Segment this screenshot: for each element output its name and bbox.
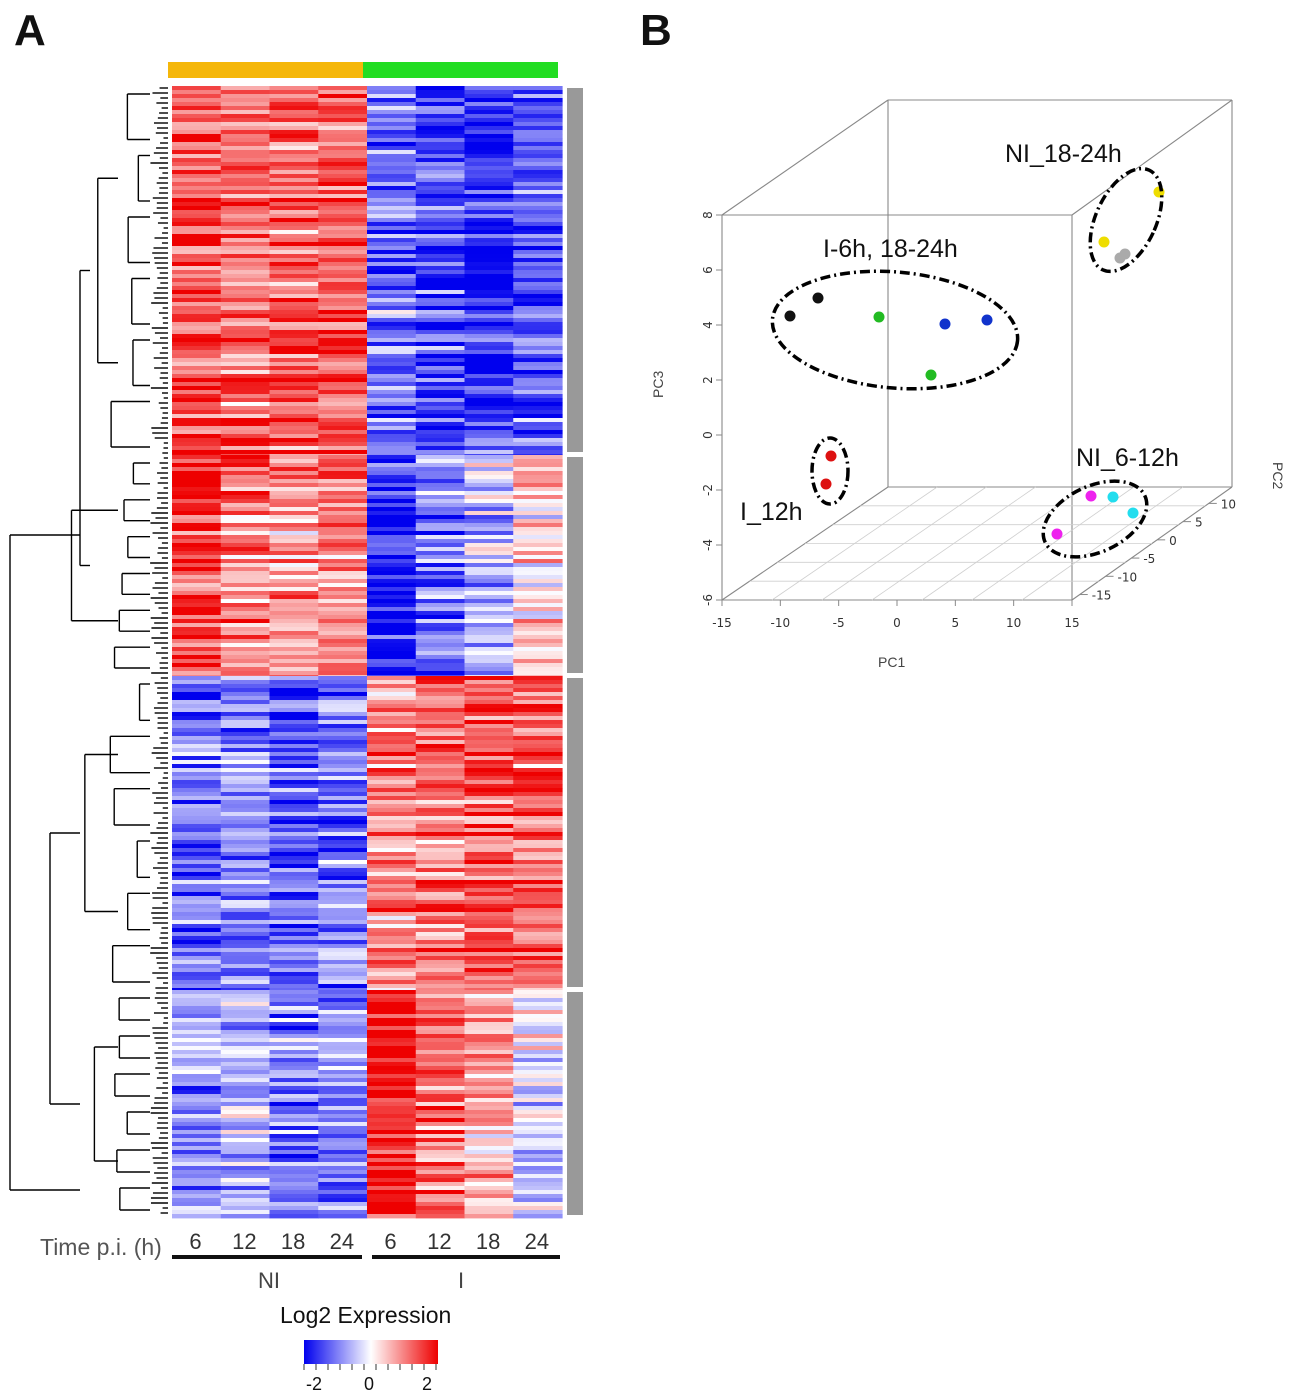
pc1-tick-label: 15 [1064, 616, 1079, 630]
colorbar-tick-neg2: -2 [306, 1374, 323, 1394]
cluster-ellipse [1088, 166, 1164, 274]
heatmap-cluster-2 [172, 455, 563, 677]
pc3-tick-label: -2 [701, 484, 715, 496]
pc1-tick-label: 10 [1006, 616, 1021, 630]
pc2-tick-label: 0 [1169, 534, 1177, 548]
cluster-ellipse [810, 436, 850, 506]
group-underline-i [372, 1255, 560, 1259]
pc3-tick-label: -4 [701, 539, 715, 551]
pc1-tick-label: -5 [833, 616, 845, 630]
colorbar [304, 1340, 438, 1364]
column-tick-label: 24 [329, 1229, 355, 1254]
group-bar-ni [168, 62, 363, 78]
pca-point [981, 314, 993, 326]
pca-point [1119, 248, 1131, 260]
column-tick-label: 6 [384, 1229, 397, 1254]
pc3-tick-label: 4 [701, 321, 715, 329]
cluster-bar-2 [567, 457, 583, 673]
heatmap-cluster-3 [172, 676, 563, 991]
pca-3d-chart: -15 -10 -5 0 5 10 15 -6 -4 -2 0 2 4 6 8 -15 -10 -5 0 5 10 [701, 99, 1236, 630]
column-tick-label: 18 [475, 1229, 501, 1254]
heatmap-cluster-1 [172, 86, 563, 456]
pca-point [939, 318, 951, 330]
colorbar-title: Log2 Expression [280, 1302, 452, 1328]
heatmap-cluster-4 [172, 990, 563, 1219]
annotation-ni-6-12h: NI_6-12h [1076, 444, 1179, 472]
pca-point [1107, 491, 1119, 503]
column-tick-label: 24 [524, 1229, 550, 1254]
pc3-tick-label: 0 [701, 431, 715, 439]
colorbar-tick-0: 0 [364, 1374, 375, 1394]
cluster-bar-3 [567, 678, 583, 987]
cluster-bar-1 [567, 88, 583, 452]
panel-a-label: A [14, 6, 46, 55]
annotation-i-6h-18-24h: I-6h, 18-24h [823, 235, 958, 263]
cluster-bar-4 [567, 992, 583, 1215]
pc2-tick-label: -5 [1143, 552, 1155, 566]
group-bar-i [363, 62, 558, 78]
pca-point [784, 310, 796, 322]
heatmap-chart [9, 62, 583, 1370]
group-label-ni: NI [258, 1268, 280, 1293]
colorbar-tick-2: 2 [422, 1374, 433, 1394]
pc3-tick-label: 8 [701, 211, 715, 219]
pca-point [925, 369, 937, 381]
pca-ylabel: PC3 [650, 370, 666, 398]
pca-point [825, 450, 837, 462]
panel-b-label: B [640, 6, 672, 55]
column-tick-label: 18 [280, 1229, 306, 1254]
annotation-ni-18-24h: NI_18-24h [1005, 140, 1122, 168]
dendrogram [9, 87, 168, 1214]
pc3-tick-label: -6 [701, 594, 715, 606]
annotation-i-12h: I_12h [740, 498, 803, 526]
pc3-tick-label: 6 [701, 266, 715, 274]
pca-floor-grid [749, 486, 1206, 601]
pca-zlabel: PC2 [1270, 462, 1286, 490]
pca-point [812, 292, 824, 304]
pc1-tick-label: 5 [952, 616, 960, 630]
pca-xlabel: PC1 [878, 654, 906, 670]
group-underline-ni [172, 1255, 362, 1259]
pca-point [1098, 236, 1110, 248]
pca-point [820, 478, 832, 490]
column-tick-label: 12 [232, 1229, 257, 1254]
pc2-tick-label: 10 [1221, 497, 1236, 511]
pc3-tick-label: 2 [701, 376, 715, 384]
pca-point [1127, 507, 1139, 519]
cluster-ellipse [1041, 479, 1149, 559]
pc2-tick-label: -15 [1092, 589, 1112, 603]
pc2-tick-label: 5 [1195, 516, 1203, 530]
pc2-tick-label: -10 [1118, 570, 1138, 584]
pc1-tick-label: -10 [771, 616, 791, 630]
column-tick-label: 6 [189, 1229, 202, 1254]
column-tick-label: 12 [427, 1229, 452, 1254]
pc1-tick-label: 0 [893, 616, 901, 630]
pc1-tick-label: -15 [712, 616, 732, 630]
time-axis-label: Time p.i. (h) [40, 1234, 162, 1260]
cluster-ellipse [770, 269, 1020, 391]
pca-point [1085, 490, 1097, 502]
pca-point [873, 311, 885, 323]
pca-point [1051, 528, 1063, 540]
group-label-i: I [458, 1268, 465, 1293]
